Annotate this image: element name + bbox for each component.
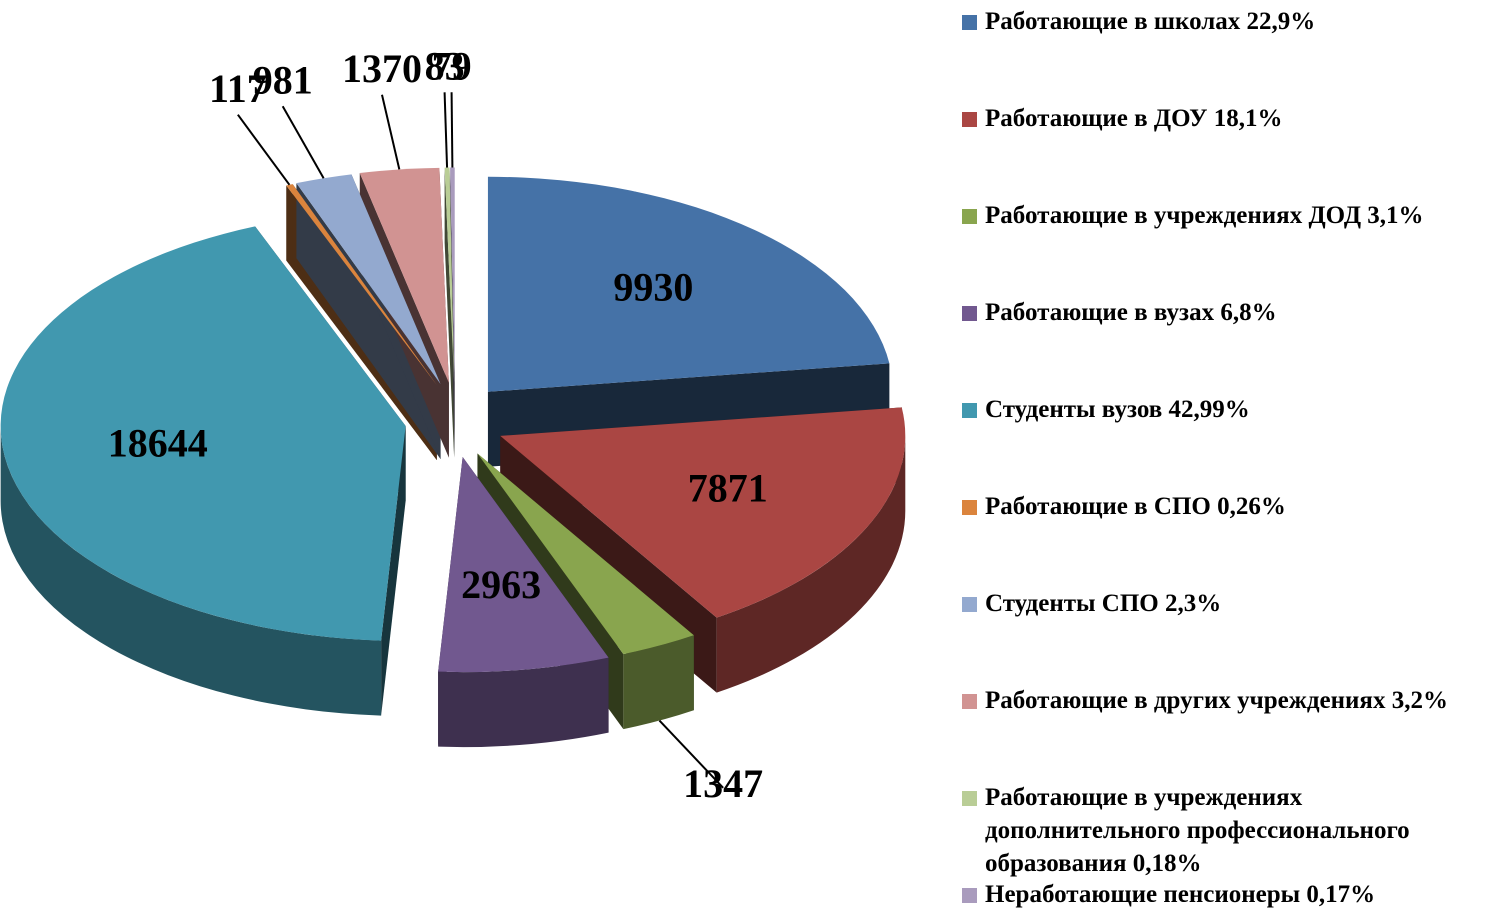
slice [444,167,455,383]
slice-wall [296,183,441,460]
slice-side [716,435,906,693]
legend-item: Работающие в СПО 0,26% [962,490,1490,523]
leader-line [281,105,325,179]
slice-side [0,425,382,716]
slice [286,184,437,386]
data-label: 79 [432,43,472,88]
data-label: 83 [425,43,465,88]
legend-swatch [962,403,977,418]
leader-line [658,719,724,789]
legend-item: Студенты вузов 42,99% [962,393,1490,426]
slice-tops [0,167,906,673]
legend-swatch [962,15,977,30]
slice [438,457,609,673]
slice [487,176,890,392]
legend-label: Работающие в вузах 6,8% [985,299,1277,326]
leader-line [450,92,454,168]
slice [0,226,406,641]
data-label: 7871 [688,465,768,510]
legend-label: Работающие в ДОУ 18,1% [985,105,1283,132]
slice [450,167,455,383]
data-label: 2963 [461,562,541,607]
legend-label: Работающие в других учреждениях 3,2% [985,687,1448,714]
legend-item: Работающие в школах 22,9% [962,5,1490,38]
legend-label: Работающие в учреждениях дополнительного… [985,784,1410,877]
legend-label: Студенты вузов 42,99% [985,396,1250,423]
legend-label: Работающие в школах 22,9% [985,8,1316,35]
slice [359,167,449,383]
legend-item: Студенты СПО 2,3% [962,587,1490,620]
legend-swatch [962,791,977,806]
legend-label: Работающие в учреждениях ДОД 3,1% [985,202,1424,229]
legend-swatch [962,209,977,224]
slice-wall [444,167,455,458]
legend-swatch [962,306,977,321]
legend-label: Студенты СПО 2,3% [985,590,1222,617]
data-label: 117 [209,66,267,111]
legend-item: Работающие в других учреждениях 3,2% [962,684,1490,717]
slice-wall [381,425,406,716]
slice-side [623,635,694,730]
data-label: 9930 [613,265,693,310]
legend-label: Работающие в СПО 0,26% [985,493,1286,520]
data-label: 18644 [108,420,208,465]
legend-swatch [962,112,977,127]
slice-side [438,657,609,748]
legend-swatch [962,500,977,515]
data-label: 981 [253,57,313,102]
legend-swatch [962,597,977,612]
legend-item: Работающие в учреждениях ДОД 3,1% [962,199,1490,232]
slice [500,407,906,618]
data-label: 1347 [683,761,763,806]
slice [477,453,694,655]
legend-label: Неработающие пенсионеры 0,17% [985,881,1376,908]
legend-swatch [962,888,977,903]
legend-item: Неработающие пенсионеры 0,17% [962,878,1490,911]
legend-item: Работающие в вузах 6,8% [962,296,1490,329]
leader-line [381,94,401,170]
data-label: 1370 [342,46,422,91]
legend-item: Работающие в ДОУ 18,1% [962,102,1490,135]
leader-line [237,114,291,186]
leader-line [443,92,449,168]
slice [296,174,441,385]
legend-item: Работающие в учреждениях дополнительного… [962,781,1490,880]
legend-swatch [962,694,977,709]
